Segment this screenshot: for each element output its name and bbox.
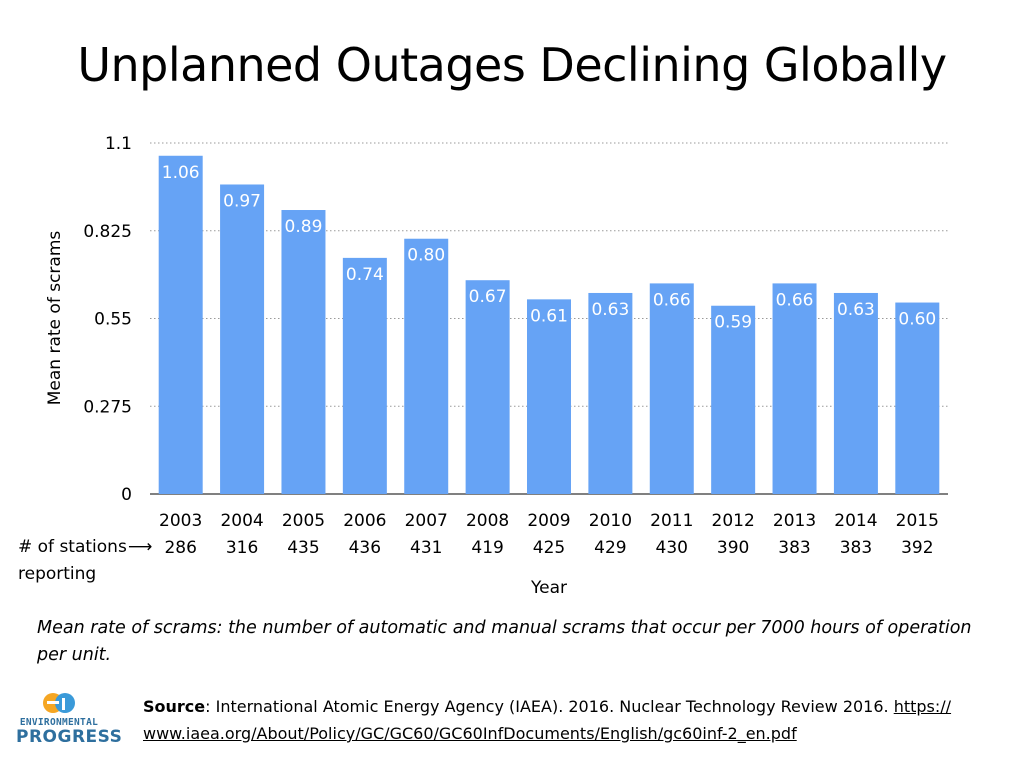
data-label: 0.97 xyxy=(223,191,261,211)
stations-label-line2: reporting xyxy=(18,564,97,584)
stations-count: 425 xyxy=(533,538,565,558)
logo-text-environmental: ENVIRONMENTAL xyxy=(19,717,99,728)
x-tick-label: 2009 xyxy=(527,511,570,531)
y-tick-label: 1.1 xyxy=(105,134,132,154)
source-link-part2[interactable]: www.iaea.org/About/Policy/GC/GC60/GC60In… xyxy=(143,724,797,743)
x-tick-label: 2007 xyxy=(405,511,448,531)
source-citation: Source: International Atomic Energy Agen… xyxy=(143,693,963,747)
data-label: 0.67 xyxy=(469,287,507,307)
y-tick-label: 0.275 xyxy=(83,397,132,417)
x-tick-label: 2012 xyxy=(712,511,755,531)
bar xyxy=(895,302,940,494)
environmental-progress-logo: ENVIRONMENTAL PROGRESS xyxy=(16,692,123,747)
x-axis-label: Year xyxy=(530,578,567,598)
stations-count: 436 xyxy=(349,538,381,558)
bar xyxy=(649,283,694,494)
x-tick-label: 2003 xyxy=(159,511,202,531)
y-tick-label: 0.825 xyxy=(83,222,132,242)
data-label: 0.63 xyxy=(591,300,629,320)
x-tick-label: 2008 xyxy=(466,511,509,531)
bar xyxy=(711,305,756,494)
logo-mark-icon xyxy=(42,692,76,714)
x-tick-label: 2014 xyxy=(834,511,877,531)
footnote: Mean rate of scrams: the number of autom… xyxy=(37,618,972,665)
page-title: Unplanned Outages Declining Globally xyxy=(77,38,947,92)
bar-chart: 0 0.275 0.55 0.825 1.1 1.06 2003 286 0.97 2004 316… xyxy=(45,134,948,598)
y-axis-label: Mean rate of scrams xyxy=(45,231,65,406)
stations-count: 419 xyxy=(471,538,503,558)
x-tick-label: 2006 xyxy=(343,511,386,531)
data-label: 0.66 xyxy=(776,290,814,310)
data-label: 0.80 xyxy=(407,246,445,266)
source-link-part1[interactable]: https:// xyxy=(893,697,952,716)
x-tick-label: 2004 xyxy=(220,511,263,531)
bar xyxy=(342,257,387,494)
stations-count: 383 xyxy=(840,538,872,558)
data-label: 0.60 xyxy=(898,310,936,330)
bar xyxy=(281,210,326,494)
y-tick-label: 0 xyxy=(121,485,132,505)
bar xyxy=(158,155,203,494)
stations-count: 383 xyxy=(778,538,810,558)
data-label: 0.63 xyxy=(837,300,875,320)
x-tick-label: 2015 xyxy=(896,511,939,531)
data-label: 1.06 xyxy=(162,163,200,183)
data-label: 0.66 xyxy=(653,290,691,310)
logo-text-progress: PROGRESS xyxy=(16,727,123,747)
data-label: 0.59 xyxy=(714,313,752,333)
data-label: 0.61 xyxy=(530,306,568,326)
bar xyxy=(404,238,449,494)
bar xyxy=(588,292,633,494)
stations-count: 392 xyxy=(901,538,933,558)
stations-count: 430 xyxy=(656,538,688,558)
stations-count: 435 xyxy=(287,538,319,558)
x-tick-label: 2011 xyxy=(650,511,693,531)
x-tick-label: 2005 xyxy=(282,511,325,531)
data-label: 0.89 xyxy=(285,217,323,237)
stations-count: 431 xyxy=(410,538,442,558)
source-label: Source xyxy=(143,697,206,716)
bar xyxy=(772,283,817,494)
stations-count: 286 xyxy=(164,538,196,558)
bar xyxy=(527,299,571,494)
stations-count: 316 xyxy=(226,538,258,558)
stations-count: 429 xyxy=(594,538,626,558)
stations-reporting-label: # of stations reporting ⟶ xyxy=(18,534,152,588)
stations-count: 390 xyxy=(717,538,749,558)
x-tick-label: 2013 xyxy=(773,511,816,531)
bar xyxy=(465,280,510,494)
data-label: 0.74 xyxy=(346,265,384,285)
source-text: : International Atomic Energy Agency (IA… xyxy=(205,697,894,716)
stations-label-line1: # of stations xyxy=(18,537,127,557)
x-tick-label: 2010 xyxy=(589,511,632,531)
bar xyxy=(220,184,265,494)
y-tick-label: 0.55 xyxy=(94,310,132,330)
right-arrow-icon: ⟶ xyxy=(128,537,153,557)
bar xyxy=(833,292,878,494)
